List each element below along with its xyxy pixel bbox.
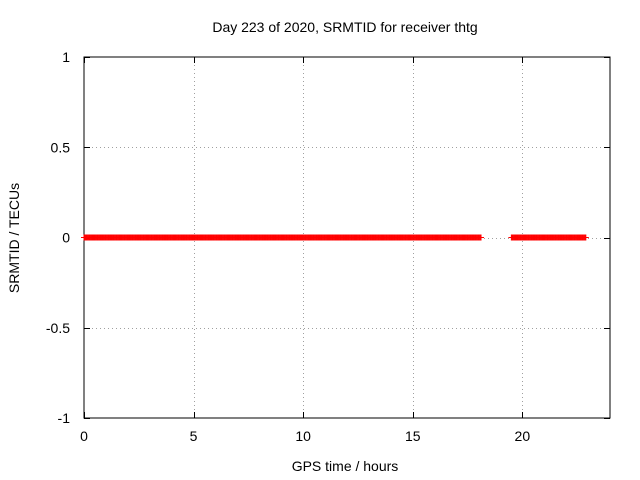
y-tick-label: 0 <box>62 230 70 246</box>
x-tick-labels: 0 5 10 15 20 <box>80 428 530 444</box>
chart-title: Day 223 of 2020, SRMTID for receiver tht… <box>212 19 477 35</box>
y-tick-label: -1 <box>58 410 71 426</box>
x-tick-label: 10 <box>295 428 311 444</box>
y-axis-label: SRMTID / TECUs <box>6 183 22 293</box>
x-tick-label: 5 <box>190 428 198 444</box>
axis-ticks <box>84 57 610 419</box>
y-tick-labels: -1 -0.5 0 0.5 1 <box>46 49 70 426</box>
x-axis-label: GPS time / hours <box>292 458 399 474</box>
data-points <box>81 234 589 241</box>
y-tick-label: 1 <box>62 49 70 65</box>
y-tick-label: 0.5 <box>51 139 71 155</box>
data-point <box>582 234 589 241</box>
y-tick-label: -0.5 <box>46 320 70 336</box>
data-point <box>478 234 485 241</box>
x-tick-label: 0 <box>80 428 88 444</box>
x-tick-label: 15 <box>405 428 421 444</box>
x-tick-label: 20 <box>515 428 531 444</box>
